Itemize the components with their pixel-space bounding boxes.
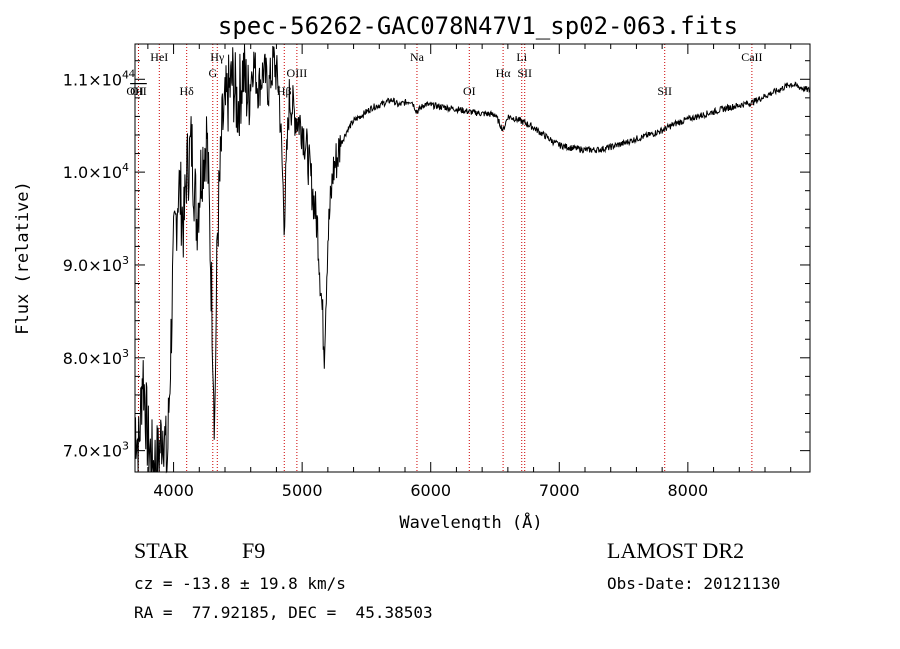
line-label-6: OIII <box>287 66 308 80</box>
x-axis: 4000 5000 6000 7000 8000 <box>147 44 792 500</box>
y-axis: 7.0×103 8.0×103 9.0×103 1.0×104 1.1×104 <box>63 60 810 461</box>
x-tick-label-3: 7000 <box>539 481 580 500</box>
y-tick-label-2: 9.0×103 <box>63 254 129 275</box>
y-tick-label-3: 1.0×104 <box>63 161 129 182</box>
line-label-7: Na <box>410 50 425 64</box>
chart-title: spec-56262-GAC078N47V1_sp02-063.fits <box>218 12 738 40</box>
x-tick-label-4: 8000 <box>667 481 708 500</box>
spectral-subclass: F9 <box>242 538 266 563</box>
spectrum-line <box>134 44 811 474</box>
line-label-13: CaII <box>741 50 762 64</box>
x-tick-label-0: 4000 <box>153 481 194 500</box>
line-label-8: OI <box>463 84 476 98</box>
observation-date: Obs-Date: 20121130 <box>607 574 781 593</box>
object-class: STAR <box>134 538 189 563</box>
line-label-5: Hβ <box>277 84 292 98</box>
y-tick-label-4: 1.1×104 <box>63 68 129 89</box>
spectrum-plot: spec-56262-GAC078N47V1_sp02-063.fits OII… <box>13 12 811 530</box>
extra-label-0: 4 <box>129 66 135 80</box>
line-label-9: Hα <box>496 66 512 80</box>
plot-frame <box>134 43 811 473</box>
survey-name: LAMOST DR2 <box>607 538 745 563</box>
y-tick-label-0: 7.0×103 <box>63 440 129 461</box>
x-axis-label: Wavelength (Å) <box>399 511 542 530</box>
y-axis-label: Flux (relative) <box>13 181 33 335</box>
x-tick-label-1: 5000 <box>282 481 323 500</box>
line-label-1: HeI <box>150 50 168 64</box>
line-label-3: Hγ <box>210 50 225 64</box>
coordinates: RA = 77.92185, DEC = 45.38503 <box>134 603 433 622</box>
emission-line-markers <box>137 44 753 472</box>
x-tick-label-2: 6000 <box>410 481 451 500</box>
line-label-10: Li <box>516 50 527 64</box>
line-label-2: Hδ <box>180 84 195 98</box>
y-tick-label-1: 8.0×103 <box>63 347 129 368</box>
line-label-12: SII <box>657 84 672 98</box>
line-label-4: G <box>208 66 217 80</box>
redshift-cz: cz = -13.8 ± 19.8 km/s <box>134 574 346 593</box>
line-label-11: SII <box>517 66 532 80</box>
line-label-0: OII <box>130 84 147 98</box>
